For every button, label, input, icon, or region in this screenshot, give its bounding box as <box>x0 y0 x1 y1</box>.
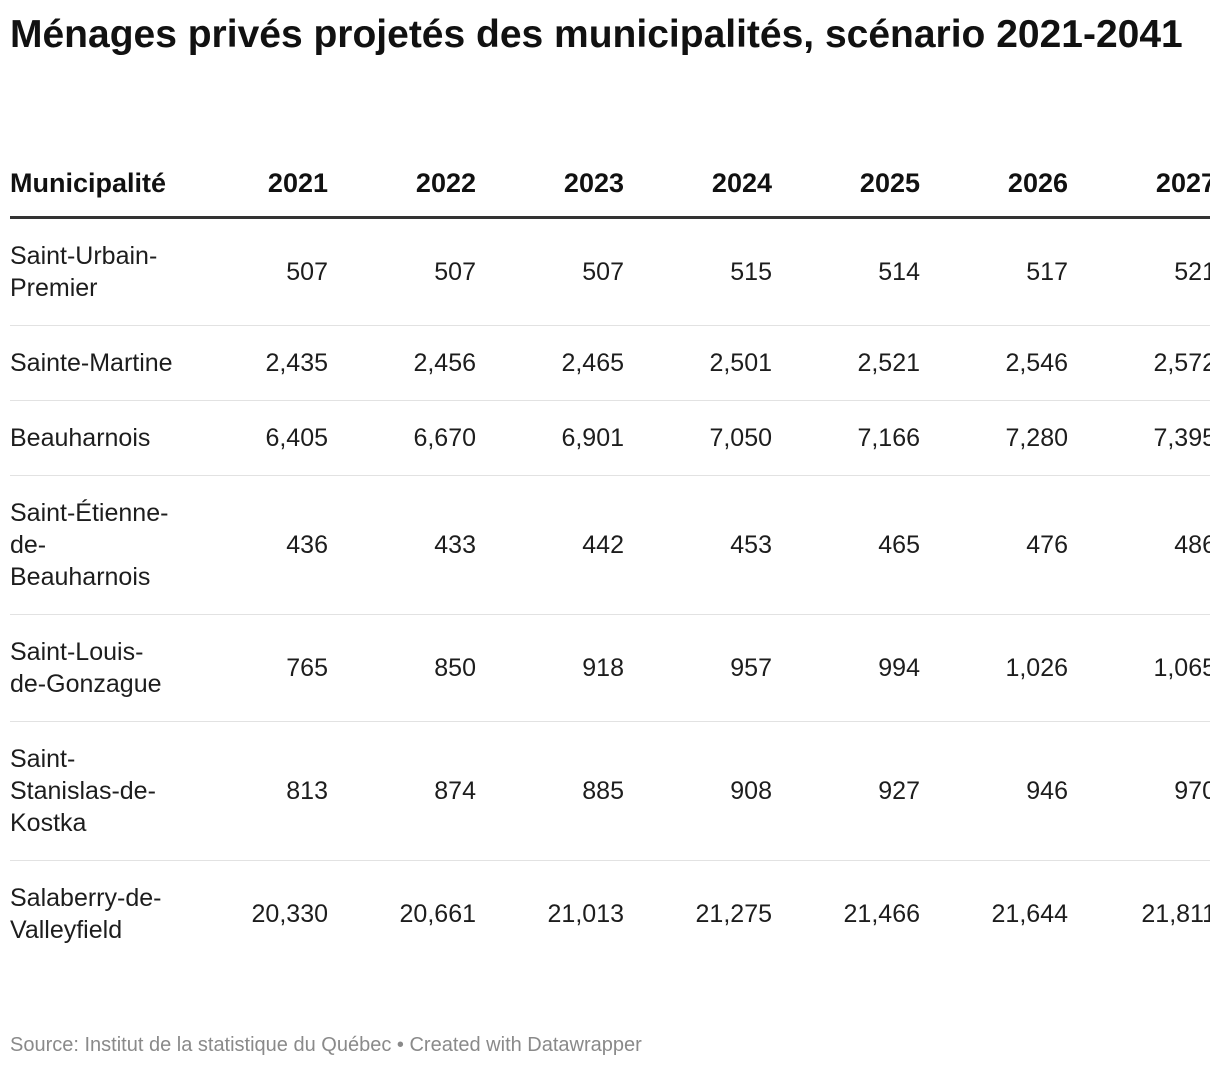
municipality: Saint-Louis-de-Gonzague <box>10 614 180 722</box>
column-header: 2026 <box>920 150 1068 219</box>
cell-value: 515 <box>624 217 772 326</box>
cell-value: 7,050 <box>624 400 772 476</box>
table-row: Saint-Urbain-Premier 507 507 507 515 514 517 52… <box>10 217 1210 326</box>
municipality: Saint-Étienne-de-Beauharnois <box>10 475 180 615</box>
footer: Source: Institut de la statistique du Qu… <box>10 1034 642 1057</box>
cell-value: 1,065 <box>1068 614 1210 722</box>
municipality: Sainte-Martine <box>10 325 180 401</box>
title: Ménages privés projetés des municipalité… <box>10 13 1183 56</box>
cell-value: 908 <box>624 721 772 861</box>
cell-value: 507 <box>476 217 624 326</box>
cell-value: 21,275 <box>695 900 772 928</box>
table-row: Sainte-Martine 2,435 2,456 2,465 2,501 2,521 2… <box>10 325 1210 401</box>
cell-value: 874 <box>328 721 476 861</box>
table-row: Beauharnois 6,405 6,670 6,901 7,050 7,166 7,28… <box>10 400 1210 476</box>
municipality: Salaberry-de-Valleyfield <box>10 884 162 944</box>
table-container: Municipalité 2021 2022 2023 2024 2025 2026 2027… <box>10 150 1210 967</box>
cell-value: 6,670 <box>328 400 476 476</box>
cell-value: 1,026 <box>920 614 1068 722</box>
column-header: Municipalité <box>10 150 180 219</box>
municipality: Beauharnois <box>10 400 180 476</box>
cell-value: 507 <box>328 217 476 326</box>
column-header: 2027 <box>1068 150 1210 219</box>
cell-value: 442 <box>476 475 624 615</box>
cell-value: 20,330 <box>251 900 328 928</box>
cell-value: 885 <box>476 721 624 861</box>
cell-value: 927 <box>772 721 920 861</box>
cell-value: 765 <box>180 614 328 722</box>
cell-value: 453 <box>624 475 772 615</box>
column-header: 2021 <box>180 150 328 219</box>
municipality: Saint-Stanislas-de-Kostka <box>10 721 180 861</box>
table-row: Saint-Étienne-de-Beauharnois 436 433 442 453… <box>10 475 1210 615</box>
cell-value: 486 <box>1068 475 1210 615</box>
cell-value: 521 <box>1068 217 1210 326</box>
column-header: 2023 <box>476 150 624 219</box>
table-row: Salaberry-de-Valleyfield 20,330 20,661 21,0… <box>10 861 1210 968</box>
cell-value: 2,572 <box>1068 325 1210 401</box>
cell-value: 970 <box>1068 721 1210 861</box>
cell-value: 21,466 <box>843 900 920 928</box>
header-row: Municipalité 2021 2022 2023 2024 2025 2026 2027 <box>10 150 1210 219</box>
column-header: 2024 <box>624 150 772 219</box>
cell-value: 7,166 <box>772 400 920 476</box>
cell-value: 918 <box>476 614 624 722</box>
cell-value: 433 <box>328 475 476 615</box>
cell-value: 850 <box>328 614 476 722</box>
cell-value: 507 <box>180 217 328 326</box>
cell-value: 6,405 <box>180 400 328 476</box>
municipality: Saint-Urbain-Premier <box>10 217 180 326</box>
cell-value: 7,395 <box>1068 400 1210 476</box>
table: Municipalité 2021 2022 2023 2024 2025 2026 2027… <box>10 150 1210 967</box>
cell-value: 514 <box>772 217 920 326</box>
cell-value: 946 <box>920 721 1068 861</box>
cell-value: 7,280 <box>920 400 1068 476</box>
cell-value: 994 <box>772 614 920 722</box>
cell-value: 813 <box>180 721 328 861</box>
cell-value: 517 <box>920 217 1068 326</box>
cell-value: 2,456 <box>328 325 476 401</box>
cell-value: 6,901 <box>476 400 624 476</box>
column-header: 2022 <box>328 150 476 219</box>
cell-value: 436 <box>180 475 328 615</box>
cell-value: 2,546 <box>920 325 1068 401</box>
cell-value: 465 <box>772 475 920 615</box>
table-row: Saint-Louis-de-Gonzague 765 850 918 957 994 1,… <box>10 614 1210 722</box>
cell-value: 2,521 <box>772 325 920 401</box>
cell-value: 2,435 <box>180 325 328 401</box>
table-body: Saint-Urbain-Premier 507 507 507 515 514 517 52… <box>10 217 1210 968</box>
cell-value: 21,811 <box>1141 900 1210 928</box>
cell-value: 476 <box>920 475 1068 615</box>
cell-value: 2,501 <box>624 325 772 401</box>
cell-value: 2,465 <box>476 325 624 401</box>
table-row: Saint-Stanislas-de-Kostka 813 874 885 908 927… <box>10 721 1210 861</box>
cell-value: 21,013 <box>547 900 624 928</box>
cell-value: 957 <box>624 614 772 722</box>
source: Source: Institut de la statistique du Qu… <box>10 1034 392 1056</box>
cell-value: 20,661 <box>399 900 476 928</box>
column-header: 2025 <box>772 150 920 219</box>
credit: Created with Datawrapper <box>409 1034 642 1056</box>
cell-value: 21,644 <box>991 900 1068 928</box>
separator: • <box>391 1034 410 1056</box>
